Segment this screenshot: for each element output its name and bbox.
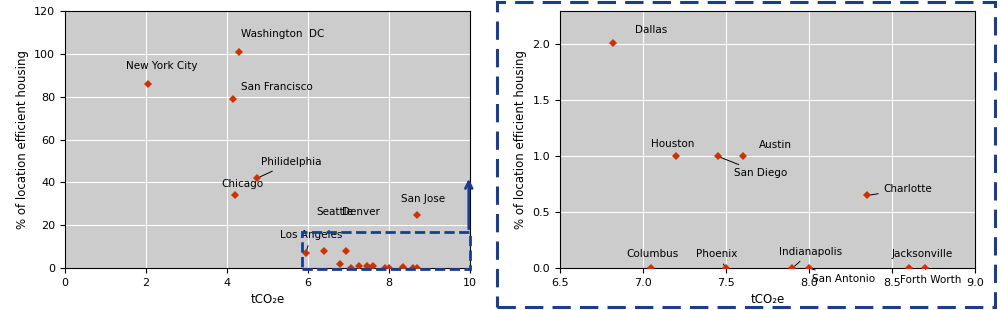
Text: Los Angeles: Los Angeles: [280, 230, 342, 250]
Text: Washington  DC: Washington DC: [241, 29, 325, 38]
Text: San Jose: San Jose: [401, 194, 445, 204]
Text: Indianapolis: Indianapolis: [779, 247, 842, 266]
Text: Dallas: Dallas: [635, 25, 667, 35]
Text: Forth Worth: Forth Worth: [900, 268, 962, 285]
Text: Charlotte: Charlotte: [870, 184, 932, 195]
Text: Houston: Houston: [651, 139, 695, 149]
Text: Jacksonville: Jacksonville: [892, 249, 953, 259]
X-axis label: tCO₂e: tCO₂e: [750, 294, 785, 306]
Text: Chicago: Chicago: [221, 179, 263, 195]
Text: Columbus: Columbus: [626, 249, 679, 259]
Bar: [302, 232, 470, 269]
Text: San Diego: San Diego: [720, 157, 788, 179]
Text: San Antonio: San Antonio: [812, 269, 875, 284]
Text: New York City: New York City: [126, 61, 197, 71]
Text: Austin: Austin: [759, 140, 792, 150]
Text: San Francisco: San Francisco: [241, 82, 313, 92]
Text: Seattle: Seattle: [316, 206, 353, 217]
Y-axis label: % of location efficient housing: % of location efficient housing: [514, 50, 527, 229]
Text: Philidelphia: Philidelphia: [260, 157, 322, 177]
Y-axis label: % of location efficient housing: % of location efficient housing: [16, 50, 29, 229]
X-axis label: tCO₂e: tCO₂e: [250, 294, 285, 306]
Text: Denver: Denver: [342, 206, 380, 217]
Text: Phoenix: Phoenix: [696, 249, 737, 266]
